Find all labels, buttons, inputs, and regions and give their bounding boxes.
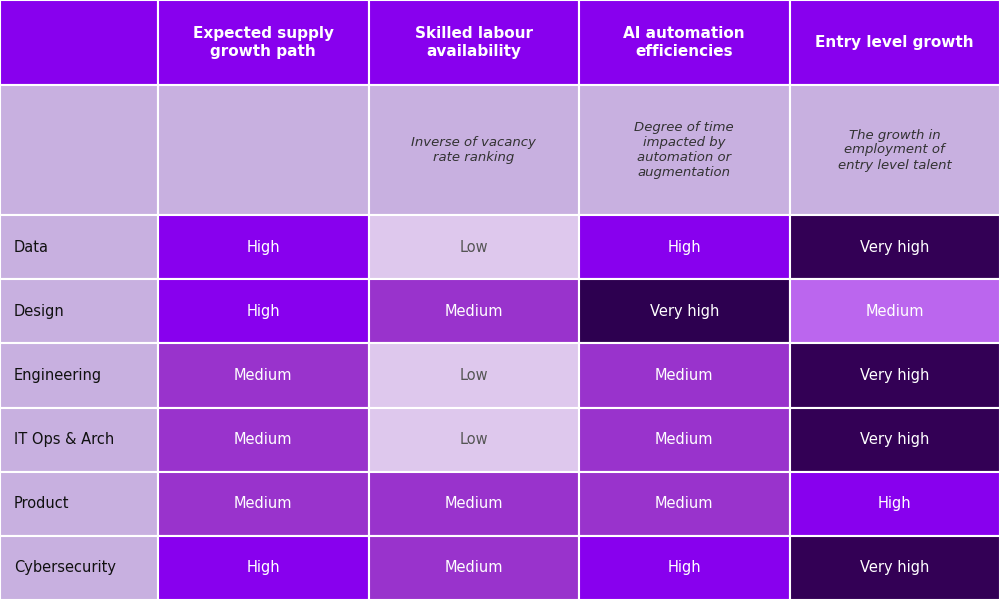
Text: Entry level growth: Entry level growth xyxy=(815,35,974,50)
Bar xyxy=(158,343,368,407)
Text: IT Ops & Arch: IT Ops & Arch xyxy=(14,432,114,447)
Bar xyxy=(790,343,1000,407)
Bar xyxy=(579,343,790,407)
Bar xyxy=(790,472,1000,536)
Bar xyxy=(158,0,368,85)
Text: Expected supply
growth path: Expected supply growth path xyxy=(193,26,334,59)
Text: Medium: Medium xyxy=(234,368,292,383)
Bar xyxy=(0,85,158,215)
Bar xyxy=(368,536,579,600)
Bar xyxy=(790,536,1000,600)
Bar xyxy=(0,0,158,85)
Bar xyxy=(158,472,368,536)
Text: Low: Low xyxy=(459,368,488,383)
Bar xyxy=(368,0,579,85)
Bar xyxy=(158,85,368,215)
Text: Engineering: Engineering xyxy=(14,368,102,383)
Text: Very high: Very high xyxy=(860,560,929,575)
Bar xyxy=(790,85,1000,215)
Bar xyxy=(158,407,368,472)
Text: Degree of time
impacted by
automation or
augmentation: Degree of time impacted by automation or… xyxy=(634,121,734,179)
Bar xyxy=(0,215,158,279)
Bar xyxy=(158,536,368,600)
Text: Medium: Medium xyxy=(234,496,292,511)
Bar xyxy=(579,279,790,343)
Text: The growth in
employment of
entry level talent: The growth in employment of entry level … xyxy=(838,128,952,172)
Text: Medium: Medium xyxy=(234,432,292,447)
Bar xyxy=(579,536,790,600)
Text: Cybersecurity: Cybersecurity xyxy=(14,560,116,575)
Text: Low: Low xyxy=(459,432,488,447)
Text: High: High xyxy=(878,496,912,511)
Text: Product: Product xyxy=(14,496,70,511)
Text: Medium: Medium xyxy=(655,496,714,511)
Bar xyxy=(790,215,1000,279)
Text: High: High xyxy=(246,304,280,319)
Text: Medium: Medium xyxy=(866,304,924,319)
Text: Medium: Medium xyxy=(444,304,503,319)
Text: Low: Low xyxy=(459,239,488,254)
Bar xyxy=(368,407,579,472)
Bar xyxy=(368,279,579,343)
Text: Very high: Very high xyxy=(860,239,929,254)
Text: Medium: Medium xyxy=(655,432,714,447)
Bar xyxy=(368,215,579,279)
Text: Medium: Medium xyxy=(444,496,503,511)
Text: Very high: Very high xyxy=(650,304,719,319)
Bar xyxy=(0,472,158,536)
Text: Very high: Very high xyxy=(860,368,929,383)
Text: Design: Design xyxy=(14,304,65,319)
Bar xyxy=(579,215,790,279)
Text: Medium: Medium xyxy=(444,560,503,575)
Bar xyxy=(368,343,579,407)
Text: High: High xyxy=(246,560,280,575)
Text: High: High xyxy=(246,239,280,254)
Bar xyxy=(579,85,790,215)
Bar xyxy=(579,0,790,85)
Bar xyxy=(0,536,158,600)
Bar xyxy=(790,407,1000,472)
Bar xyxy=(579,407,790,472)
Bar xyxy=(0,279,158,343)
Text: Medium: Medium xyxy=(655,368,714,383)
Text: Inverse of vacancy
rate ranking: Inverse of vacancy rate ranking xyxy=(411,136,536,164)
Text: AI automation
efficiencies: AI automation efficiencies xyxy=(623,26,745,59)
Text: Data: Data xyxy=(14,239,49,254)
Text: High: High xyxy=(667,560,701,575)
Text: Very high: Very high xyxy=(860,432,929,447)
Bar xyxy=(0,407,158,472)
Bar xyxy=(158,279,368,343)
Bar xyxy=(158,215,368,279)
Bar xyxy=(790,0,1000,85)
Text: Skilled labour
availability: Skilled labour availability xyxy=(415,26,533,59)
Bar xyxy=(0,343,158,407)
Bar xyxy=(368,472,579,536)
Text: High: High xyxy=(667,239,701,254)
Bar xyxy=(579,472,790,536)
Bar xyxy=(368,85,579,215)
Bar xyxy=(790,279,1000,343)
